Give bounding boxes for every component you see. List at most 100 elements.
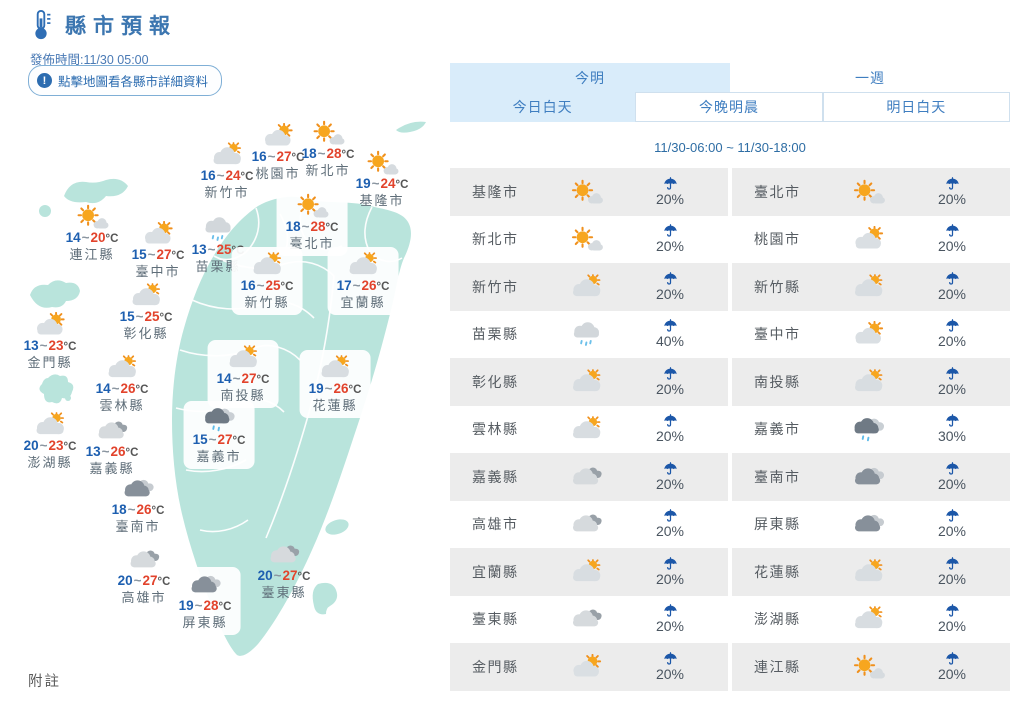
forecast-cell-連江縣[interactable]: 連江縣 20% bbox=[732, 643, 1010, 691]
map-marker-新竹縣[interactable]: 16~25°C 新竹縣 bbox=[231, 247, 303, 316]
temperature-range: 14~27°C bbox=[217, 371, 270, 387]
forecast-cell-新北市[interactable]: 新北市 20% bbox=[450, 216, 728, 264]
temp-high: 25 bbox=[265, 278, 281, 293]
table-row: 新北市 20% 桃園市 20% bbox=[450, 216, 1010, 264]
table-row: 雲林縣 20% 嘉義市 30% bbox=[450, 406, 1010, 454]
cloud-sun-peek-icon bbox=[96, 355, 149, 381]
county-name: 臺北市 bbox=[754, 183, 801, 200]
map-marker-桃園市[interactable]: 16~27°C 桃園市 bbox=[251, 123, 304, 182]
county-name: 花蓮縣 bbox=[754, 563, 801, 580]
cloud-sun-peek-icon bbox=[120, 283, 173, 309]
umbrella-icon bbox=[663, 319, 678, 333]
forecast-cell-雲林縣[interactable]: 雲林縣 20% bbox=[450, 406, 728, 454]
map-marker-花蓮縣[interactable]: 19~26°C 花蓮縣 bbox=[299, 350, 371, 419]
tilde: ~ bbox=[352, 278, 361, 293]
umbrella-icon bbox=[663, 177, 678, 191]
degree-unit: °C bbox=[325, 222, 339, 234]
forecast-cell-臺北市[interactable]: 臺北市 20% bbox=[732, 168, 1010, 216]
cloud-gray-icon bbox=[86, 418, 139, 444]
cloud-gray-icon bbox=[560, 464, 612, 490]
cloud-sun-peek-icon bbox=[560, 559, 612, 585]
map-marker-彰化縣[interactable]: 15~25°C 彰化縣 bbox=[120, 283, 173, 342]
forecast-cell-花蓮縣[interactable]: 花蓮縣 20% bbox=[732, 548, 1010, 596]
map-marker-宜蘭縣[interactable]: 17~26°C 宜蘭縣 bbox=[327, 247, 399, 316]
tab-today-day[interactable]: 今日白天 bbox=[450, 92, 636, 122]
forecast-cell-南投縣[interactable]: 南投縣 20% bbox=[732, 358, 1010, 406]
forecast-cell-高雄市[interactable]: 高雄市 20% bbox=[450, 501, 728, 549]
precip-probability: 20% bbox=[894, 367, 1010, 397]
map-marker-連江縣[interactable]: 14~20°C 連江縣 bbox=[66, 204, 118, 263]
forecast-cell-新竹市[interactable]: 新竹市 20% bbox=[450, 263, 728, 311]
cloud-sun-peek-icon bbox=[241, 252, 294, 278]
forecast-cell-臺中市[interactable]: 臺中市 20% bbox=[732, 311, 1010, 359]
precip-probability: 20% bbox=[612, 557, 728, 587]
temp-low: 16 bbox=[251, 149, 267, 164]
precip-value: 20% bbox=[937, 238, 967, 255]
map-marker-臺南市[interactable]: 18~26°C 臺南市 bbox=[112, 476, 164, 535]
precip-value: 20% bbox=[937, 380, 967, 397]
map-marker-嘉義市[interactable]: 15~27°C 嘉義市 bbox=[183, 401, 255, 470]
umbrella-icon bbox=[945, 272, 960, 286]
tab-tomorrow-day[interactable]: 明日白天 bbox=[822, 92, 1010, 122]
publish-time: 發佈時間:11/30 05:00 bbox=[30, 53, 149, 67]
map-marker-新北市[interactable]: 18~28°C 新北市 bbox=[302, 120, 355, 179]
forecast-cell-基隆市[interactable]: 基隆市 20% bbox=[450, 168, 728, 216]
umbrella-icon bbox=[663, 509, 678, 523]
umbrella-icon bbox=[945, 224, 960, 238]
precip-probability: 20% bbox=[612, 272, 728, 302]
temperature-range: 20~23°C bbox=[24, 438, 77, 454]
forecast-cell-嘉義市[interactable]: 嘉義市 30% bbox=[732, 406, 1010, 454]
map-marker-金門縣[interactable]: 13~23°C 金門縣 bbox=[24, 312, 76, 371]
forecast-table: 基隆市 20% 臺北市 20% 新北市 20% 桃園市 20% 新竹市 20% 新竹縣 20% 苗栗縣 4… bbox=[450, 168, 1010, 691]
precip-value: 20% bbox=[937, 190, 967, 207]
precip-probability: 20% bbox=[894, 272, 1010, 302]
umbrella-icon bbox=[663, 557, 678, 571]
temperature-range: 18~28°C bbox=[302, 146, 355, 162]
forecast-cell-澎湖縣[interactable]: 澎湖縣 20% bbox=[732, 596, 1010, 644]
forecast-cell-嘉義縣[interactable]: 嘉義縣 20% bbox=[450, 453, 728, 501]
map-marker-澎湖縣[interactable]: 20~23°C 澎湖縣 bbox=[24, 412, 77, 471]
map-marker-嘉義縣[interactable]: 13~26°C 嘉義縣 bbox=[86, 418, 139, 477]
degree-unit: °C bbox=[125, 447, 139, 459]
map-marker-新竹市[interactable]: 16~24°C 新竹市 bbox=[201, 142, 254, 201]
forecast-cell-宜蘭縣[interactable]: 宜蘭縣 20% bbox=[450, 548, 728, 596]
temp-high: 25 bbox=[216, 242, 232, 257]
tab-week[interactable]: 一週 bbox=[730, 63, 1010, 92]
forecast-cell-臺南市[interactable]: 臺南市 20% bbox=[732, 453, 1010, 501]
map-hint-button[interactable]: ! 點擊地圖看各縣市詳細資料 bbox=[28, 65, 223, 96]
forecast-cell-臺東縣[interactable]: 臺東縣 20% bbox=[450, 596, 728, 644]
cloud-gray-icon bbox=[258, 542, 311, 568]
cloud-dark-icon bbox=[842, 464, 894, 490]
temperature-range: 16~24°C bbox=[201, 168, 254, 184]
map-marker-南投縣[interactable]: 14~27°C 南投縣 bbox=[207, 340, 279, 409]
map-marker-屏東縣[interactable]: 19~28°C 屏東縣 bbox=[169, 567, 241, 636]
umbrella-icon bbox=[663, 224, 678, 238]
precip-probability: 20% bbox=[894, 509, 1010, 539]
forecast-cell-新竹縣[interactable]: 新竹縣 20% bbox=[732, 263, 1010, 311]
map-marker-臺東縣[interactable]: 20~27°C 臺東縣 bbox=[258, 542, 311, 601]
county-name: 宜蘭縣 bbox=[472, 563, 519, 580]
tab-tonight-tomorrow-morning[interactable]: 今晚明晨 bbox=[635, 92, 823, 122]
temp-low: 16 bbox=[240, 278, 256, 293]
map-marker-基隆市[interactable]: 19~24°C 基隆市 bbox=[356, 150, 409, 209]
precip-probability: 20% bbox=[894, 177, 1010, 207]
degree-unit: °C bbox=[157, 576, 171, 588]
map-marker-雲林縣[interactable]: 14~26°C 雲林縣 bbox=[96, 355, 149, 414]
temperature-range: 19~24°C bbox=[356, 176, 409, 192]
tab-today-tomorrow[interactable]: 今明 bbox=[450, 63, 730, 92]
map-marker-高雄市[interactable]: 20~27°C 高雄市 bbox=[118, 547, 171, 606]
sun-small-cloud-icon bbox=[560, 179, 612, 205]
map-marker-臺北市[interactable]: 18~28°C 臺北市 bbox=[276, 188, 348, 257]
forecast-cell-金門縣[interactable]: 金門縣 20% bbox=[450, 643, 728, 691]
umbrella-icon bbox=[663, 272, 678, 286]
taiwan-map[interactable]: 18~28°C 新北市 16~27°C 桃園市 16~24°C 新竹市 19~24°C 基隆市… bbox=[0, 95, 450, 680]
forecast-cell-桃園市[interactable]: 桃園市 20% bbox=[732, 216, 1010, 264]
temp-high: 20 bbox=[90, 230, 106, 245]
map-marker-臺中市[interactable]: 15~27°C 臺中市 bbox=[132, 221, 184, 280]
forecast-cell-苗栗縣[interactable]: 苗栗縣 40% bbox=[450, 311, 728, 359]
forecast-cell-屏東縣[interactable]: 屏東縣 20% bbox=[732, 501, 1010, 549]
precip-value: 20% bbox=[655, 475, 685, 492]
forecast-cell-彰化縣[interactable]: 彰化縣 20% bbox=[450, 358, 728, 406]
cloud-sun-peek-icon bbox=[842, 559, 894, 585]
tilde: ~ bbox=[324, 381, 333, 396]
